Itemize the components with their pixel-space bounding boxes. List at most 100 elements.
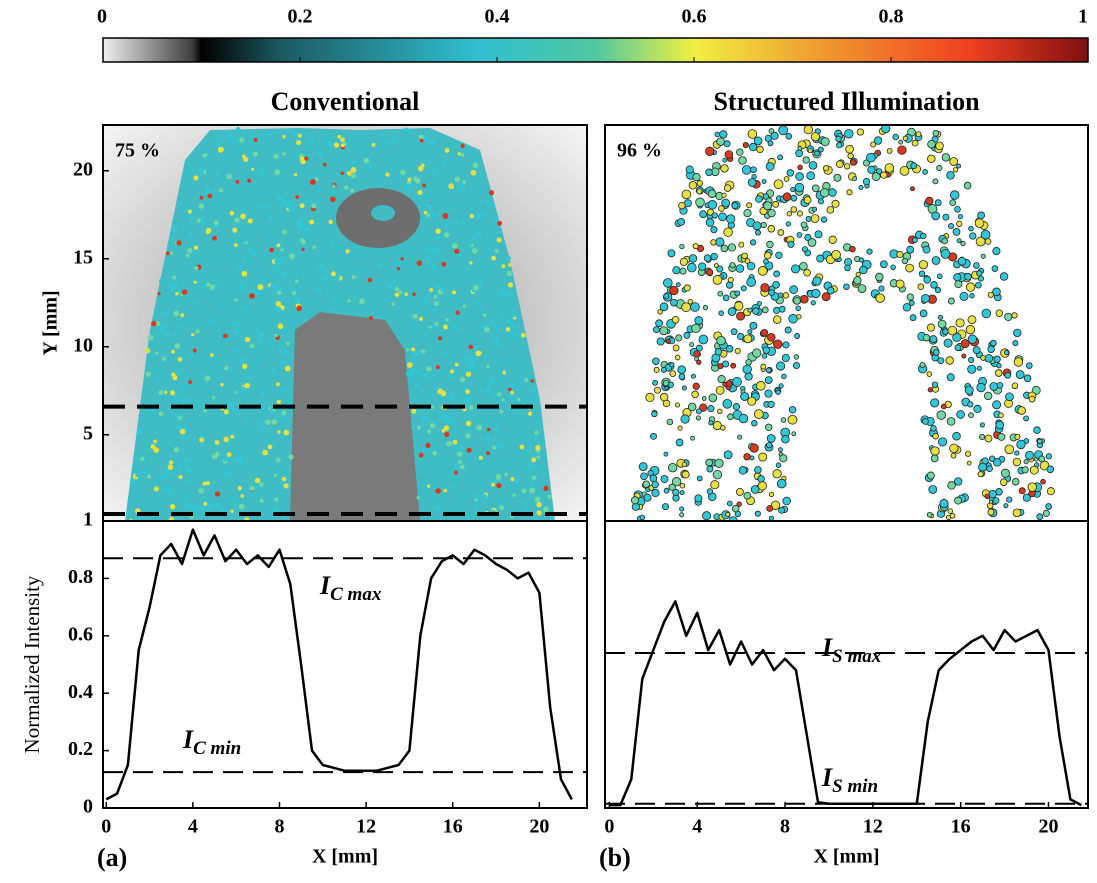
speckle — [412, 292, 416, 297]
speckle — [679, 506, 685, 512]
speckle — [474, 325, 480, 331]
speckle — [437, 388, 443, 394]
speckle — [675, 334, 683, 342]
speckle — [486, 364, 490, 369]
speckle — [716, 137, 725, 146]
speckle — [411, 322, 416, 327]
speckle — [689, 342, 695, 348]
speckle — [171, 372, 176, 377]
speckle — [988, 489, 997, 499]
speckle — [312, 245, 317, 250]
speckle — [295, 195, 300, 199]
speckle — [801, 246, 808, 253]
speckle — [987, 508, 995, 516]
speckle — [679, 243, 685, 250]
speckle — [750, 166, 757, 174]
speckle — [237, 265, 243, 271]
speckle — [182, 496, 188, 502]
speckle — [200, 372, 205, 377]
speckle — [777, 447, 783, 453]
speckle — [421, 246, 426, 251]
speckle — [814, 150, 820, 157]
speckle — [878, 285, 885, 292]
speckle — [755, 229, 761, 236]
speckle — [680, 414, 690, 424]
speckle — [431, 264, 436, 269]
speckle — [727, 276, 734, 283]
speckle — [240, 494, 245, 498]
speckle — [984, 434, 993, 443]
speckle — [186, 169, 190, 173]
speckle — [707, 200, 718, 210]
speckle — [309, 179, 316, 185]
speckle — [326, 140, 333, 147]
speckle — [691, 323, 701, 334]
speckle — [459, 316, 464, 321]
speckle — [275, 382, 280, 387]
speckle — [267, 406, 272, 411]
speckle — [906, 245, 915, 254]
speckle — [685, 165, 694, 174]
speckle — [974, 218, 985, 228]
speckle — [669, 285, 679, 296]
speckle — [1025, 450, 1034, 460]
speckle — [441, 351, 446, 356]
speckle — [435, 228, 441, 234]
speckle — [696, 188, 703, 195]
speckle — [442, 213, 449, 219]
speckle — [454, 362, 459, 367]
speckle — [500, 311, 505, 315]
speckle — [932, 432, 939, 440]
speckle — [781, 435, 790, 444]
speckle — [702, 511, 712, 521]
speckle — [665, 338, 671, 344]
speckle — [980, 229, 991, 240]
speckle — [165, 332, 171, 339]
speckle — [417, 196, 421, 200]
speckle — [1011, 477, 1020, 486]
speckle — [140, 418, 145, 422]
speckle — [462, 184, 466, 189]
speckle — [246, 376, 251, 380]
speckle — [1036, 513, 1044, 521]
speckle — [280, 361, 285, 366]
speckle — [917, 283, 925, 290]
speckle — [782, 496, 791, 506]
speckle — [281, 410, 287, 416]
speckle — [766, 434, 776, 443]
speckle — [256, 268, 262, 274]
speckle — [946, 373, 955, 382]
speckle — [454, 176, 461, 183]
image — [103, 125, 587, 521]
speckle — [236, 138, 240, 143]
speckle — [778, 383, 784, 389]
speckle — [844, 264, 851, 272]
speckle — [419, 316, 423, 321]
speckle — [906, 293, 914, 301]
speckle — [200, 506, 205, 511]
speckle — [284, 365, 291, 372]
speckle — [404, 292, 408, 296]
speckle — [360, 307, 364, 311]
speckle — [372, 285, 376, 290]
speckle — [206, 504, 212, 509]
speckle — [930, 281, 938, 289]
speckle — [718, 310, 724, 316]
speckle — [308, 138, 314, 144]
speckle — [677, 425, 683, 431]
panel-label: (b) — [599, 843, 631, 872]
speckle — [503, 290, 508, 295]
speckle — [487, 427, 491, 432]
speckle — [241, 270, 248, 277]
speckle — [738, 413, 749, 424]
speckle — [543, 485, 549, 491]
speckle — [926, 511, 933, 518]
speckle — [772, 200, 780, 208]
speckle — [844, 258, 853, 267]
speckle — [1027, 482, 1038, 492]
speckle — [292, 130, 299, 137]
speckle — [183, 457, 190, 464]
speckle — [732, 403, 741, 411]
speckle — [742, 142, 749, 149]
speckle — [462, 180, 467, 184]
